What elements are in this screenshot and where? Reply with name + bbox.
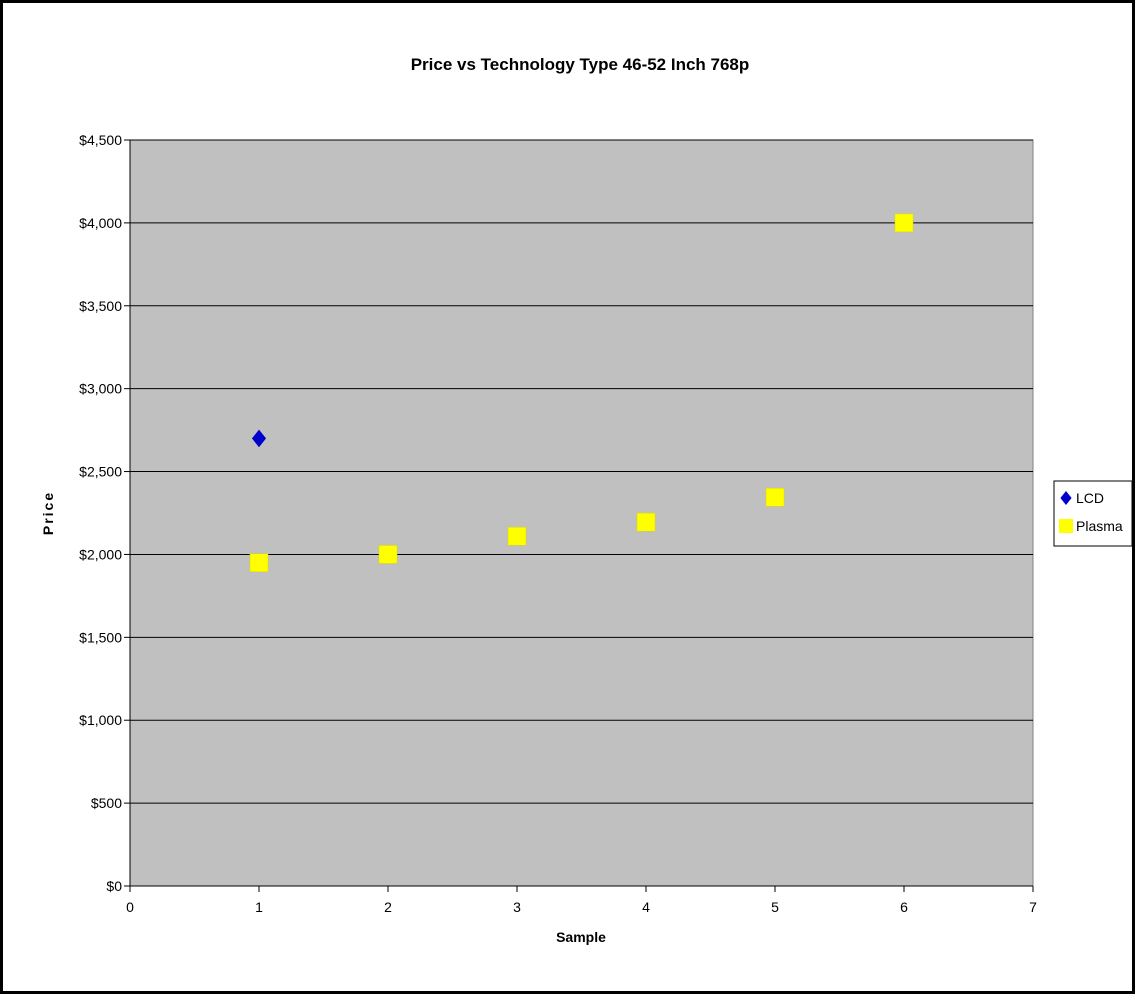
y-tick-label: $4,000 [79,215,122,231]
x-tick-label: 5 [771,899,779,915]
plot-area [129,139,1034,887]
x-tick-label: 1 [255,899,263,915]
x-tick-label: 4 [642,899,650,915]
x-axis-title: Sample [556,929,606,945]
legend-label: Plasma [1076,518,1123,534]
legend-label: LCD [1076,490,1104,506]
y-tick-label: $4,500 [79,132,122,148]
y-tick-label: $3,000 [79,381,122,397]
x-tick-label: 2 [384,899,392,915]
plasma-point [507,526,527,546]
y-axis-title: Price [40,491,56,535]
plasma-point [765,488,785,507]
x-tick-label: 7 [1029,899,1037,915]
gridlines [130,139,1033,804]
data-points [249,213,914,572]
y-tick-label: $3,500 [79,298,122,314]
plasma-point [378,545,398,564]
x-tick-label: 6 [900,899,908,915]
y-tick-label: $2,000 [79,546,122,562]
legend-plasma-marker [1059,519,1073,533]
y-tick-label: $0 [106,878,122,894]
y-axis-ticks: $0 $500 $1,000 $1,500 $2,000 $2,500 $3,000 $3,5… [79,132,130,894]
y-tick-label: $2,500 [79,464,122,480]
plasma-point [894,213,914,233]
legend-box [1053,480,1133,547]
y-tick-label: $500 [91,795,122,811]
y-tick-label: $1,000 [79,712,122,728]
lcd-point [251,429,267,448]
plasma-point [636,512,656,532]
axes [129,140,1033,887]
plasma-point [249,553,269,572]
x-tick-label: 3 [513,899,521,915]
x-tick-label: 0 [126,899,134,915]
legend: LCD Plasma [1053,480,1133,547]
y-tick-label: $1,500 [79,629,122,645]
chart-title: Price vs Technology Type 46-52 Inch 768p [411,55,750,74]
x-axis-ticks: 0 1 2 3 4 5 6 7 [126,886,1037,915]
legend-lcd-marker [1060,491,1072,505]
